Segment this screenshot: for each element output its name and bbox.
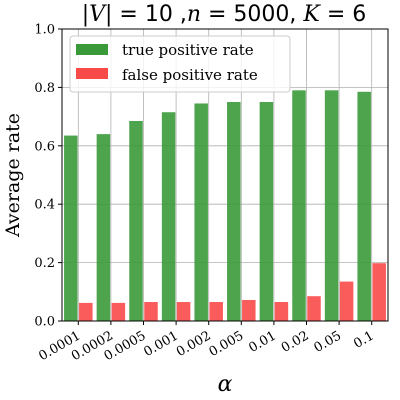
bar-false-positive	[339, 281, 354, 321]
y-tick-label: 0.8	[34, 81, 55, 96]
bar-true-positive	[96, 134, 111, 321]
bar-true-positive	[227, 102, 241, 321]
bar-false-positive	[307, 296, 321, 321]
x-tick-label: 0.001	[141, 328, 181, 360]
legend-label-false-positive: false positive rate	[122, 66, 258, 84]
y-tick-label: 0.2	[34, 256, 55, 271]
legend-frame	[69, 35, 291, 93]
y-tick-label: 1.0	[34, 23, 55, 38]
y-axis-ticks: 0.0 0.2 0.4 0.6 0.8 1.0	[34, 23, 62, 330]
title-v: |V|	[82, 2, 113, 27]
x-tick-label: 0.002	[174, 328, 214, 360]
title-n: n	[187, 2, 201, 27]
legend: true positive rate false positive rate	[69, 35, 291, 93]
x-tick-label: 0.02	[279, 328, 312, 355]
bar-true-positive	[161, 112, 176, 321]
bar-true-positive	[194, 103, 208, 322]
plot-frame	[61, 28, 389, 322]
x-axis-label: α	[218, 372, 233, 397]
bar-true-positive	[357, 91, 371, 321]
x-tick-label: 0.01	[246, 328, 279, 355]
y-tick-label: 0.0	[34, 315, 55, 330]
x-tick-label: 0.005	[207, 328, 247, 360]
bar-false-positive	[209, 302, 223, 321]
legend-label-true-positive: true positive rate	[122, 41, 254, 59]
bar-false-positive	[111, 302, 126, 321]
y-tick-label: 0.6	[34, 139, 55, 154]
bar-false-positive	[79, 302, 93, 321]
legend-swatch-true-positive	[76, 44, 108, 55]
y-tick-label: 0.4	[34, 198, 55, 213]
bar-true-positive	[64, 135, 78, 321]
bar-true-positive	[259, 102, 274, 321]
bar-true-positive	[324, 90, 339, 321]
bar-false-positive	[144, 302, 158, 321]
x-tick-label: 0.1	[351, 328, 376, 351]
bar-false-positive	[176, 302, 191, 321]
chart-title: |V| = 10 ,n = 5000, K = 6	[82, 2, 367, 27]
bar-true-positive	[292, 90, 306, 321]
y-axis-label: Average rate	[2, 113, 24, 238]
x-tick-label: 0.05	[312, 328, 345, 355]
title-n-eq: = 5000,	[201, 2, 303, 27]
title-k-eq: = 6	[320, 2, 366, 27]
bar-false-positive	[274, 302, 289, 321]
bar-false-positive	[242, 299, 256, 321]
legend-swatch-false-positive	[76, 68, 108, 79]
title-k: K	[302, 2, 321, 27]
bar-true-positive	[129, 120, 143, 321]
bar-false-positive	[372, 263, 386, 321]
title-v-eq: = 10 ,	[112, 2, 186, 27]
bars-group	[64, 90, 386, 322]
